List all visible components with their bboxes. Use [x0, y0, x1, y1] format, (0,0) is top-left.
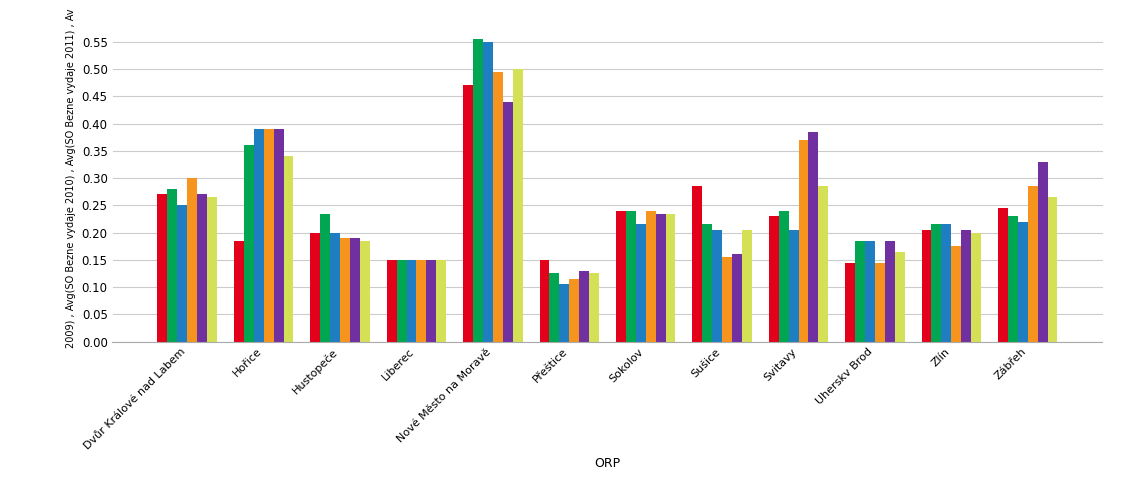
Bar	[666, 214, 675, 342]
Bar	[310, 233, 321, 342]
Bar	[168, 189, 178, 342]
Bar	[464, 85, 472, 342]
Bar	[789, 230, 799, 342]
Bar	[406, 260, 416, 342]
Bar	[722, 257, 732, 342]
Bar	[321, 214, 330, 342]
Bar	[875, 263, 885, 342]
Bar	[702, 224, 712, 342]
Bar	[799, 140, 809, 342]
Bar	[273, 129, 284, 342]
Bar	[921, 230, 932, 342]
Bar	[569, 279, 579, 342]
Bar	[590, 273, 600, 342]
Bar	[894, 252, 904, 342]
Bar	[579, 271, 590, 342]
Bar	[549, 273, 559, 342]
Bar	[254, 129, 263, 342]
Bar	[998, 208, 1008, 342]
Bar	[692, 186, 702, 342]
Bar	[540, 260, 549, 342]
Bar	[197, 194, 207, 342]
Bar	[646, 211, 656, 342]
Bar	[712, 230, 722, 342]
Bar	[971, 233, 981, 342]
Bar	[330, 233, 340, 342]
Bar	[513, 69, 523, 342]
Bar	[483, 42, 493, 342]
Bar	[387, 260, 397, 342]
Bar	[809, 132, 818, 342]
Bar	[263, 129, 273, 342]
Bar	[426, 260, 436, 342]
Bar	[1018, 222, 1028, 342]
Bar	[732, 254, 742, 342]
Bar	[472, 39, 483, 342]
Bar	[503, 102, 513, 342]
Bar	[932, 224, 942, 342]
Bar	[158, 194, 168, 342]
Bar	[559, 285, 569, 342]
Bar	[961, 230, 971, 342]
Bar	[768, 216, 778, 342]
Bar	[1008, 216, 1018, 342]
Bar	[942, 224, 952, 342]
Bar	[350, 238, 360, 342]
Bar	[340, 238, 350, 342]
Bar	[952, 246, 961, 342]
Bar	[818, 186, 828, 342]
Bar	[1047, 197, 1057, 342]
Bar	[284, 156, 294, 342]
Bar	[615, 211, 626, 342]
Bar	[656, 214, 666, 342]
Bar	[207, 197, 217, 342]
Bar	[1028, 186, 1037, 342]
Bar	[865, 241, 875, 342]
Bar	[636, 224, 646, 342]
Bar	[234, 241, 244, 342]
Bar	[885, 241, 894, 342]
Bar	[742, 230, 752, 342]
Bar	[1037, 162, 1047, 342]
X-axis label: ORP: ORP	[594, 457, 621, 470]
Bar	[845, 263, 855, 342]
Bar	[626, 211, 636, 342]
Bar	[436, 260, 447, 342]
Bar	[244, 145, 254, 342]
Bar	[360, 241, 370, 342]
Bar	[178, 205, 187, 342]
Bar	[855, 241, 865, 342]
Bar	[416, 260, 426, 342]
Bar	[778, 211, 789, 342]
Bar	[493, 72, 503, 342]
Bar	[187, 178, 197, 342]
Bar	[397, 260, 406, 342]
Y-axis label: 2009) , Avg(SO Bezne vydaje 2010) , Avg(SO Bezne vydaje 2011) , Av: 2009) , Avg(SO Bezne vydaje 2010) , Avg(…	[66, 8, 77, 348]
